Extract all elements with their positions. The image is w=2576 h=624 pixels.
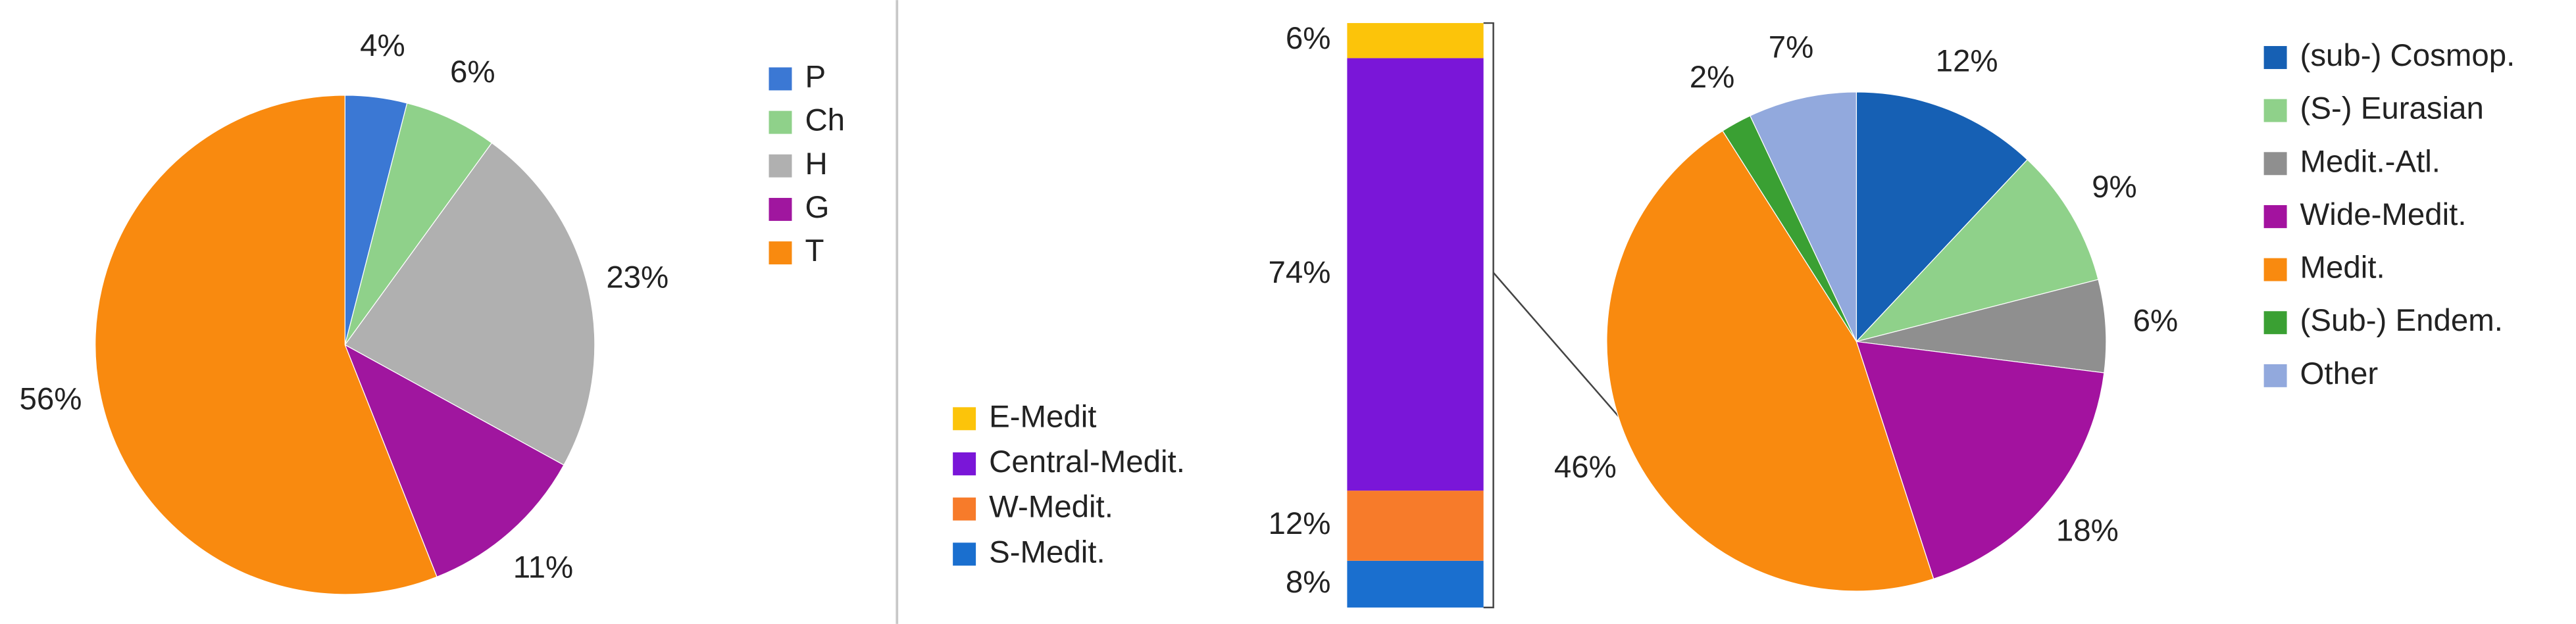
data-label: 46%	[1554, 450, 1617, 485]
legend-swatch	[2263, 258, 2287, 281]
legend-swatch	[953, 497, 976, 521]
legend-label: (S-) Eurasian	[2300, 91, 2484, 126]
legend-swatch	[769, 67, 792, 91]
legend-swatch	[769, 197, 792, 221]
connector-line	[1492, 272, 1637, 438]
pie-slice	[1856, 279, 2107, 373]
data-label: 2%	[1690, 60, 1735, 95]
data-label: 9%	[2092, 170, 2137, 204]
bar-segment	[1347, 23, 1484, 59]
legend-swatch	[953, 407, 976, 431]
pie-slice	[1856, 341, 2105, 580]
pie-slice	[1749, 91, 1857, 342]
pie-slice	[344, 142, 595, 466]
legend-swatch	[769, 154, 792, 178]
pie-slice	[1606, 130, 1934, 592]
pie-slice	[1856, 91, 2029, 343]
legend-label: G	[805, 190, 829, 225]
legend-label: Other	[2300, 356, 2379, 391]
data-label: 4%	[360, 28, 405, 63]
pie-slice	[95, 95, 438, 595]
legend-label: Medit.	[2300, 251, 2385, 285]
bar-segment	[1347, 560, 1484, 608]
legend-label: Ch	[805, 103, 845, 138]
bar-segment	[1347, 491, 1484, 561]
bar-segment	[1347, 58, 1484, 491]
legend-label: H	[805, 147, 827, 181]
legend-swatch	[769, 241, 792, 265]
legend-swatch	[2263, 99, 2287, 122]
data-label: 12%	[1268, 506, 1330, 541]
legend-swatch	[2263, 46, 2287, 69]
pie-slice	[344, 103, 493, 345]
legend-label: Central-Medit.	[989, 444, 1185, 479]
legend-swatch	[953, 452, 976, 475]
legend-label: P	[805, 59, 826, 94]
data-label: 7%	[1769, 30, 1814, 65]
legend-label: Medit.-Atl.	[2300, 144, 2440, 179]
legend-swatch	[2263, 364, 2287, 387]
legend-label: S-Medit.	[989, 535, 1105, 569]
legend-swatch	[953, 542, 976, 566]
pie-slice	[1855, 158, 2099, 343]
data-label: 56%	[20, 381, 82, 416]
data-label: 23%	[606, 260, 669, 295]
legend-swatch	[2263, 152, 2287, 176]
legend-label: (Sub-) Endem.	[2300, 303, 2503, 338]
legend-swatch	[2263, 311, 2287, 335]
legend-label: T	[805, 233, 824, 268]
legend-label: (sub-) Cosmop.	[2300, 38, 2515, 73]
data-label: 11%	[513, 550, 573, 585]
legend-label: E-Medit	[989, 399, 1096, 434]
legend-label: W-Medit.	[989, 490, 1113, 525]
legend-swatch	[2263, 204, 2287, 228]
data-label: 18%	[2056, 513, 2119, 548]
data-label: 6%	[2133, 303, 2179, 338]
data-label: 8%	[1286, 565, 1331, 600]
data-label: 6%	[1286, 21, 1331, 56]
data-label: 74%	[1268, 255, 1330, 290]
data-label: 12%	[1936, 44, 1998, 79]
data-label: 6%	[450, 55, 495, 89]
pie-slice	[344, 344, 565, 578]
legend-label: Wide-Medit.	[2300, 197, 2467, 232]
legend-swatch	[769, 110, 792, 134]
bracket	[1483, 22, 1494, 609]
